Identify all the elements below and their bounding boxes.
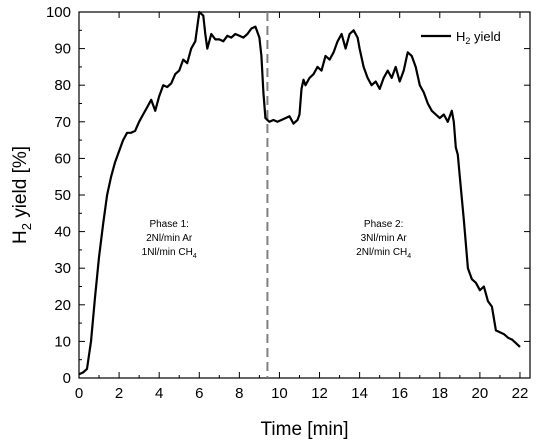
x-axis-ticks: 0 2 4 6 8 10 12 14 16 18 20 22 bbox=[75, 12, 528, 402]
x-tick-label: 16 bbox=[391, 385, 408, 402]
x-tick-label: 18 bbox=[431, 385, 448, 402]
phase1-annotation-line: 1Nl/min CH4 bbox=[142, 247, 197, 260]
x-axis-label: Time [min] bbox=[261, 419, 349, 440]
y-tick-label: 40 bbox=[54, 224, 71, 241]
h2-yield-line bbox=[78, 10, 521, 376]
y-tick-label: 50 bbox=[54, 187, 71, 204]
y-axis-label: H2 yield [%] bbox=[10, 146, 34, 244]
x-tick-label: 20 bbox=[472, 385, 489, 402]
y-tick-label: 0 bbox=[63, 370, 71, 387]
x-tick-label: 8 bbox=[235, 385, 243, 402]
y-tick-label: 60 bbox=[54, 150, 71, 167]
phase2-annotation-line: 2Nl/min CH4 bbox=[356, 247, 411, 260]
y-tick-label: 100 bbox=[46, 4, 71, 21]
y-tick-label: 90 bbox=[54, 41, 71, 58]
phase2-annotation-line: Phase 2: bbox=[364, 219, 403, 230]
phase1-annotation-line: Phase 1: bbox=[149, 219, 188, 230]
phase1-annotation-line: 2Nl/min Ar bbox=[146, 233, 193, 244]
x-tick-label: 12 bbox=[311, 385, 328, 402]
x-tick-label: 2 bbox=[115, 385, 123, 402]
x-tick-label: 6 bbox=[195, 385, 203, 402]
x-tick-label: 10 bbox=[271, 385, 288, 402]
x-tick-label: 22 bbox=[512, 385, 529, 402]
phase-annotations: Phase 1: 2Nl/min Ar 1Nl/min CH4 Phase 2: 3Nl… bbox=[142, 219, 412, 260]
legend-entry-label: H2 yield bbox=[456, 29, 501, 46]
y-axis-ticks: 0 10 20 30 40 50 60 70 80 90 100 bbox=[46, 4, 530, 387]
y-tick-label: 80 bbox=[54, 77, 71, 94]
x-tick-label: 4 bbox=[155, 385, 163, 402]
y-tick-label: 20 bbox=[54, 297, 71, 314]
y-tick-label: 10 bbox=[54, 333, 71, 350]
x-tick-label: 0 bbox=[75, 385, 83, 402]
legend: H2 yield bbox=[421, 29, 501, 46]
y-tick-label: 30 bbox=[54, 260, 71, 277]
series-layer bbox=[78, 10, 521, 376]
phase2-annotation-line: 3Nl/min Ar bbox=[361, 233, 408, 244]
y-tick-label: 70 bbox=[54, 114, 71, 131]
x-tick-label: 14 bbox=[351, 385, 368, 402]
